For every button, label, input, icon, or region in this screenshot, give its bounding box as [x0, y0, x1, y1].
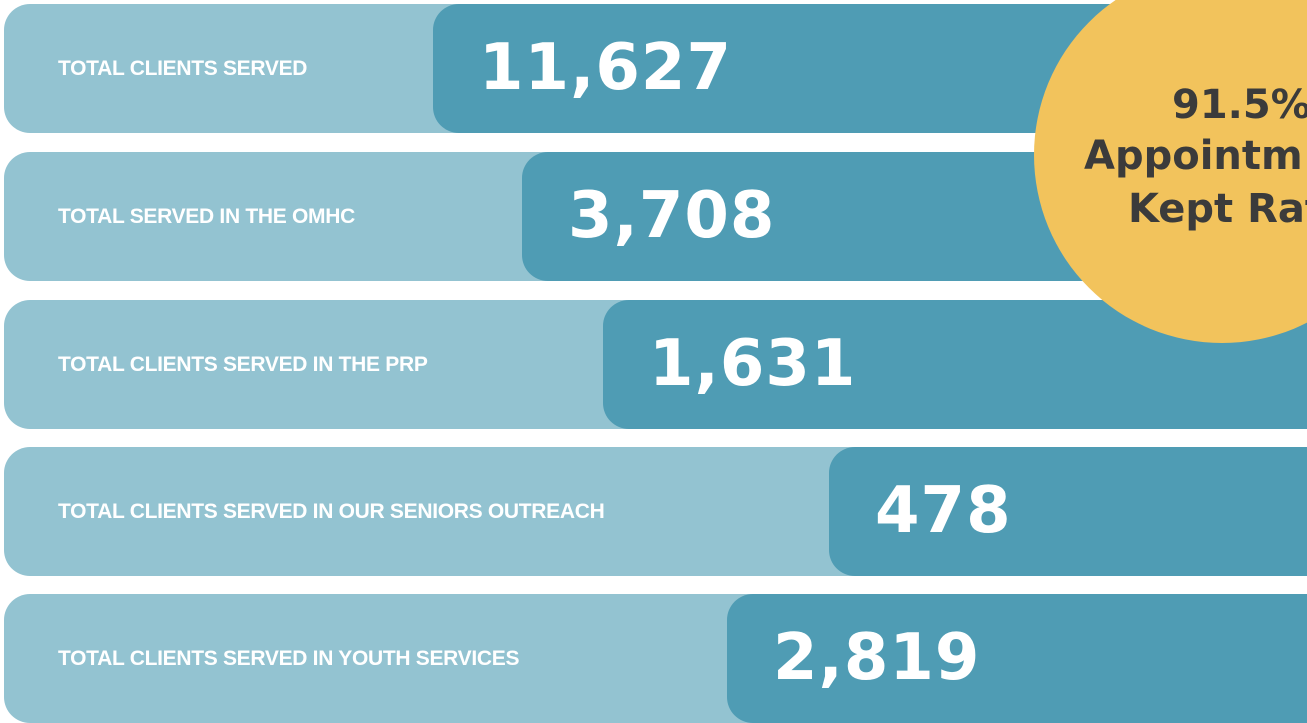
badge-circle — [1034, 0, 1307, 343]
stat-value: 2,819 — [773, 621, 981, 695]
badge-line: Appointm — [1084, 133, 1303, 179]
stat-value: 478 — [875, 474, 1012, 548]
stat-label: TOTAL CLIENTS SERVED IN THE PRP — [58, 353, 428, 376]
stat-value: 3,708 — [568, 179, 776, 253]
stat-label: TOTAL SERVED IN THE OMHC — [58, 205, 355, 228]
stat-row: TOTAL CLIENTS SERVED IN YOUTH SERVICES 2,… — [4, 594, 1307, 723]
stat-value-panel — [829, 447, 1307, 576]
stat-row: TOTAL CLIENTS SERVED IN OUR SENIORS OUTR… — [4, 447, 1307, 576]
stat-value-panel — [727, 594, 1307, 723]
badge-value: 91.5% — [1172, 82, 1307, 128]
stat-label: TOTAL CLIENTS SERVED — [58, 57, 308, 80]
badge-line: Kept Rat — [1128, 186, 1307, 232]
stat-value: 11,627 — [479, 31, 732, 105]
stat-label: TOTAL CLIENTS SERVED IN OUR SENIORS OUTR… — [58, 500, 605, 523]
stat-value: 1,631 — [649, 327, 857, 401]
stat-label: TOTAL CLIENTS SERVED IN YOUTH SERVICES — [58, 647, 520, 670]
